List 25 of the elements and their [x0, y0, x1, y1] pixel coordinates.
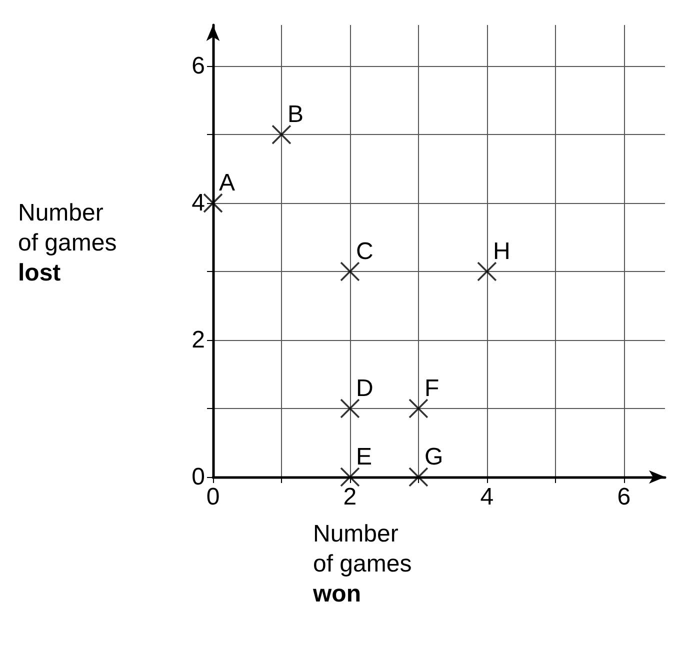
x-axis-title: Number of games won [312, 520, 412, 608]
annotation: D [356, 375, 374, 402]
y-axis-title: Number of games lost [18, 200, 117, 286]
y-tick-label: 2 [192, 326, 205, 354]
annotation: H [492, 238, 510, 266]
y-tick-label: 4 [192, 190, 205, 217]
point [477, 262, 497, 282]
point [408, 398, 428, 418]
annotation: B [287, 101, 304, 128]
point [340, 398, 360, 418]
y-tick-label: 6 [192, 52, 205, 80]
annotation: G [424, 444, 444, 470]
point [340, 262, 360, 282]
x-tick-label: 4 [480, 484, 494, 510]
x-tick-label: 6 [617, 484, 631, 510]
point [408, 467, 428, 487]
point [203, 193, 223, 213]
x-tick-label: 2 [343, 484, 357, 510]
annotation: C [356, 238, 374, 266]
annotation: A [219, 170, 236, 197]
annotation: F [424, 375, 440, 402]
annotation: E [356, 444, 372, 470]
y-tick-label: 0 [192, 464, 205, 490]
point [272, 124, 292, 144]
point [340, 467, 360, 487]
